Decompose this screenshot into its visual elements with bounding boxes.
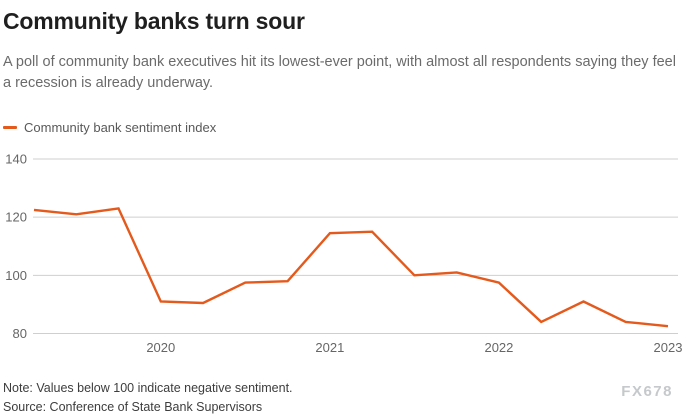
legend-line-swatch [3,126,17,129]
watermark: FX678 [621,383,673,400]
y-axis-label-140: 140 [5,152,27,167]
y-axis-label-80: 80 [13,326,27,341]
chart-subtitle: A poll of community bank executives hit … [3,54,676,91]
legend: Community bank sentiment index [3,120,216,135]
x-axis-label-2020: 2020 [146,340,175,355]
line-chart-svg: 80 100 120 140 2020 2021 2022 2023 [5,152,683,356]
x-axis-label-2022: 2022 [484,340,513,355]
sentiment-index-line [33,207,669,328]
chart-source: Source: Conference of State Bank Supervi… [3,399,263,414]
chart-note: Note: Values below 100 indicate negative… [3,381,293,395]
x-axis-label-2023: 2023 [654,340,683,355]
y-axis-label-120: 120 [5,210,27,225]
y-axis-label-100: 100 [5,268,27,283]
legend-label: Community bank sentiment index [24,120,217,135]
line-chart: 80 100 120 140 2020 2021 2022 2023 [0,145,688,375]
footnote: Note: Values below 100 indicate negative… [3,379,293,416]
x-axis-label-2021: 2021 [315,340,344,355]
chart-title: Community banks turn sour [3,8,305,34]
